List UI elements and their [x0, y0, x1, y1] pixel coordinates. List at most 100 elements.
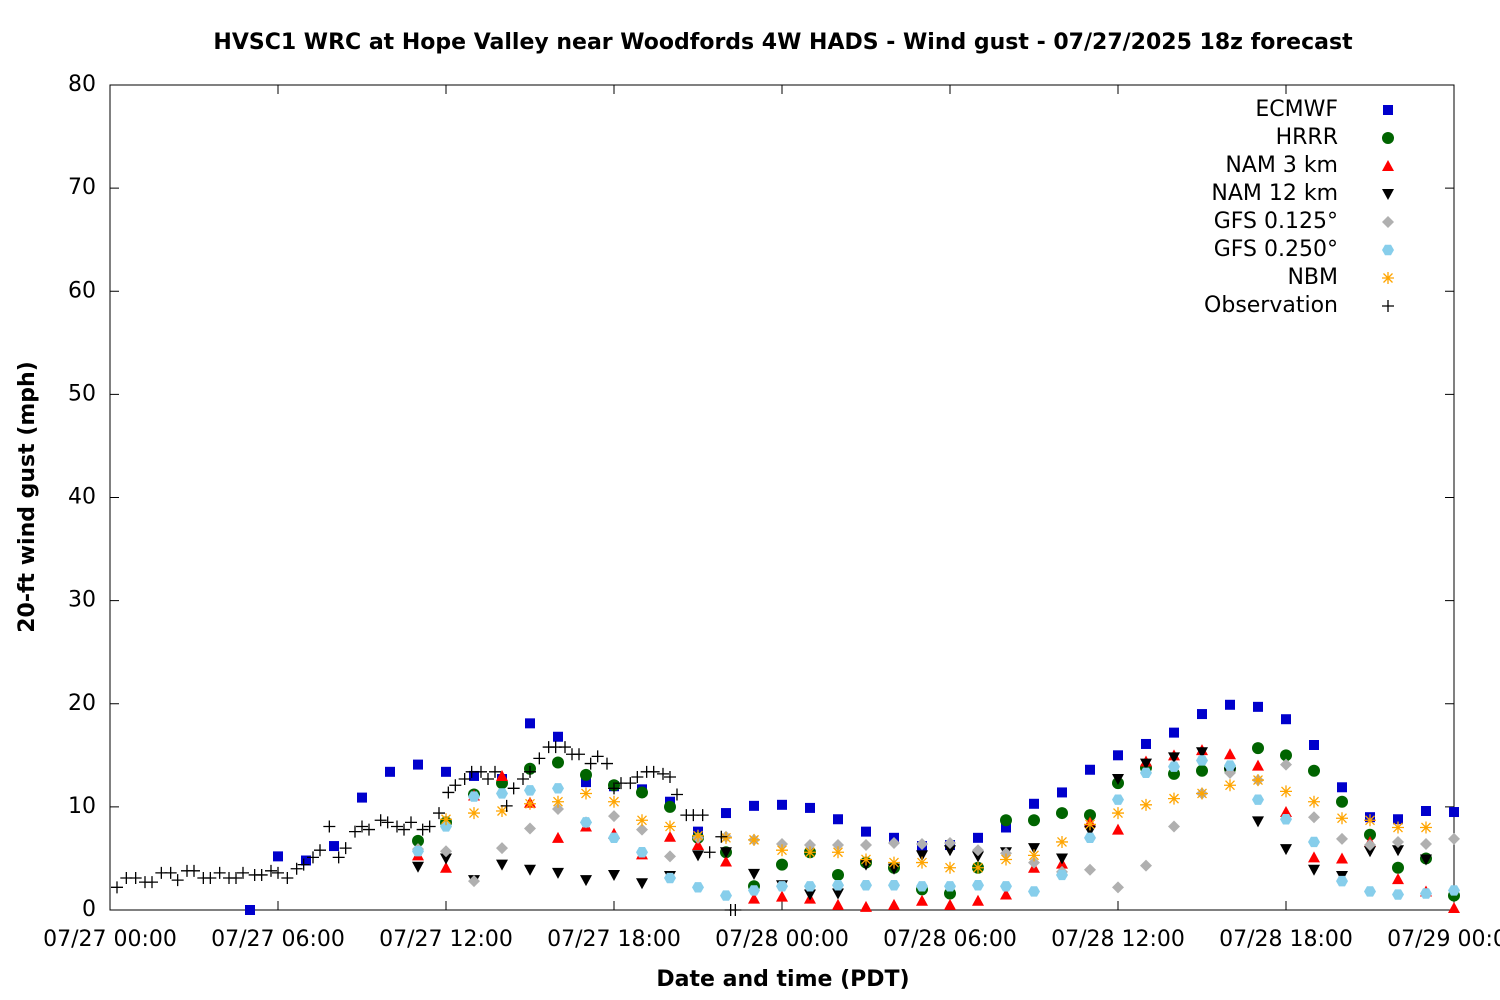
- data-point: [1364, 839, 1376, 852]
- data-point: [1392, 873, 1404, 885]
- data-point: [1000, 853, 1012, 866]
- data-point: [272, 866, 284, 879]
- data-point: [580, 817, 592, 828]
- data-point: [1308, 764, 1320, 777]
- data-point: [1168, 820, 1180, 833]
- legend-marker: [1382, 160, 1394, 171]
- y-tick-label: 20: [68, 691, 96, 716]
- data-point: [1308, 836, 1320, 848]
- data-point: [888, 880, 900, 891]
- data-point: [496, 842, 508, 855]
- data-point: [1084, 863, 1096, 876]
- data-point: [440, 861, 452, 873]
- x-tick-label: 07/28 12:00: [1051, 927, 1185, 952]
- data-point: [1336, 812, 1348, 825]
- data-point: [416, 823, 429, 836]
- data-point: [423, 820, 436, 833]
- y-tick-label: 40: [68, 485, 96, 510]
- data-point: [720, 831, 732, 844]
- data-point: [696, 809, 709, 822]
- y-axis-label: 20-ft wind gust (mph): [15, 361, 40, 633]
- legend-label: NAM 12 km: [1211, 181, 1338, 206]
- data-point: [1140, 798, 1152, 811]
- data-point: [573, 748, 585, 761]
- data-point: [533, 752, 546, 765]
- data-point: [237, 866, 249, 879]
- data-point: [624, 777, 637, 790]
- data-point: [972, 851, 984, 863]
- data-point: [580, 787, 592, 800]
- data-point: [1393, 814, 1403, 825]
- data-point: [832, 868, 844, 881]
- data-point: [412, 861, 424, 873]
- data-point: [636, 786, 648, 799]
- data-point: [357, 792, 367, 803]
- data-point: [1112, 774, 1124, 786]
- data-point: [1449, 807, 1459, 818]
- data-point: [692, 850, 704, 862]
- data-point: [703, 846, 716, 859]
- data-point: [552, 802, 564, 815]
- data-point: [1000, 814, 1012, 827]
- data-point: [1308, 811, 1320, 824]
- data-point: [664, 770, 676, 783]
- legend-marker: [1382, 272, 1394, 284]
- data-point: [1028, 856, 1040, 869]
- x-tick-label: 07/27 12:00: [379, 927, 513, 952]
- data-point: [1168, 761, 1180, 772]
- data-point: [916, 894, 928, 906]
- data-point: [1280, 758, 1292, 771]
- data-point: [631, 770, 644, 783]
- data-point: [440, 813, 452, 826]
- data-point: [580, 768, 592, 781]
- data-point: [804, 839, 816, 852]
- data-point: [440, 845, 452, 858]
- data-point: [1364, 846, 1376, 858]
- data-point: [657, 767, 669, 780]
- data-point: [441, 766, 451, 777]
- data-point: [608, 810, 620, 823]
- y-tick-label: 50: [68, 381, 96, 406]
- data-point: [458, 773, 471, 786]
- data-point: [636, 847, 648, 858]
- data-point: [204, 872, 217, 885]
- data-point: [1028, 814, 1040, 827]
- data-point: [1364, 886, 1376, 897]
- data-point: [860, 839, 872, 852]
- data-point: [412, 846, 424, 857]
- data-point: [888, 863, 900, 875]
- data-point: [111, 881, 123, 894]
- data-point: [944, 836, 956, 849]
- data-point: [1141, 738, 1151, 749]
- data-point: [861, 826, 871, 837]
- data-point: [1252, 816, 1264, 828]
- y-tick-label: 80: [68, 72, 96, 97]
- y-tick-label: 10: [68, 794, 96, 819]
- data-point: [1420, 821, 1432, 834]
- data-point: [188, 864, 200, 877]
- data-point: [1084, 809, 1096, 822]
- data-point: [496, 769, 508, 781]
- data-point: [1224, 779, 1236, 792]
- data-point: [482, 773, 494, 786]
- x-tick-label: 07/28 06:00: [883, 927, 1017, 952]
- data-point: [804, 846, 816, 859]
- data-point: [664, 800, 676, 813]
- data-point: [1336, 875, 1348, 887]
- data-point: [412, 834, 424, 847]
- data-point: [720, 890, 732, 901]
- data-point: [944, 881, 956, 892]
- data-point: [608, 795, 620, 808]
- legend-label: HRRR: [1276, 125, 1338, 150]
- data-point: [1224, 760, 1236, 771]
- data-point: [468, 807, 480, 820]
- data-point: [805, 802, 815, 813]
- data-point: [332, 851, 345, 864]
- data-point: [1028, 886, 1040, 897]
- data-point: [442, 786, 455, 799]
- data-point: [255, 868, 268, 881]
- data-point: [692, 829, 704, 842]
- data-point: [265, 864, 277, 877]
- data-point: [1112, 807, 1124, 820]
- data-point: [973, 832, 983, 843]
